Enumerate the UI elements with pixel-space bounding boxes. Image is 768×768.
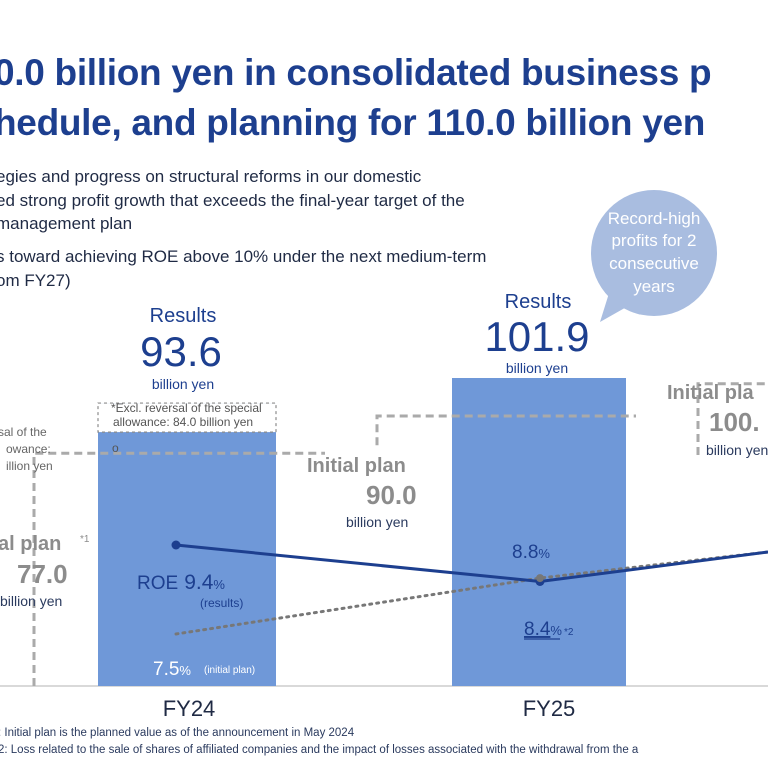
bullet-line-4: s toward achieving ROE above 10% under t… [0,247,487,266]
small-dot-marker: o [112,441,119,455]
plan-unit-fy24: billion yen [0,593,62,609]
plan-footnote-marker: *1 [80,534,90,545]
fy25-results-unit: billion yen [506,360,568,376]
plan-value-fy24: 77.0 [17,559,68,589]
fy24-results-label: Results [150,305,217,327]
initial-plan-line-fy25 [375,414,636,446]
fy24-results-value: 93.6 [140,328,222,375]
plan-unit-fy26: billion yen [706,442,768,458]
category-fy24: FY24 [163,696,216,721]
roe-plan-fy24-label: 7.5% [153,659,191,680]
fy25-results-value: 101.9 [484,313,589,360]
plan-label-fy26: Initial pla [667,382,755,404]
bar-fy24-results [98,403,276,686]
record-high-callout: Record-high profits for 2 consecutive ye… [591,190,717,322]
initial-plan-line-fy26 [696,382,768,455]
left-note-line-3: illion yen [6,459,53,473]
bullet-line-1: egies and progress on structural reforms… [0,167,422,186]
page-title: 0.0 billion yen in consolidated business… [0,48,768,148]
roe-point-fy24 [171,540,181,550]
roe-plan-note: (initial plan) [204,665,255,676]
roe-fy25-label: 8.4% *2 [524,619,574,640]
bullet-line-5: om FY27) [0,271,71,290]
left-note-line-1: sal of the [0,425,47,439]
callout-line-1: Record-high [608,209,701,228]
roe-plan-fy25-label: 8.8% [512,542,550,563]
title-line-1: 0.0 billion yen in consolidated business… [0,52,712,93]
plan-unit-fy25: billion yen [346,514,408,530]
callout-line-2: profits for 2 [611,231,696,250]
roe-plan-point-fy25 [536,574,544,583]
plan-value-fy25: 90.0 [366,480,417,510]
footnote-2: 2: Loss related to the sale of shares of… [0,744,639,756]
bullet-line-3: management plan [0,214,133,233]
callout-line-3: consecutive [609,254,699,273]
bullet-line-2: ed strong profit growth that exceeds the… [0,191,465,210]
bar-fy24-reversal-segment [97,402,277,433]
plan-label-fy24: al plan [0,533,61,555]
plan-value-fy26: 100. [709,407,760,437]
roe-results-note: (results) [200,596,243,610]
roe-fy24-label: ROE 9.4% [137,571,225,594]
bar-fy25-results [452,378,626,686]
callout-line-4: years [633,277,675,296]
title-line-2: hedule, and planning for 110.0 billion y… [0,102,706,143]
fy24-results-unit: billion yen [152,376,214,392]
plan-label-fy25: Initial plan [307,455,406,477]
left-note-line-2: owance: [6,442,51,456]
fy24-reversal-note: *Excl. reversal of the special allowance… [111,401,265,429]
category-fy25: FY25 [523,696,576,721]
footnote-1: : Initial plan is the planned value as o… [0,727,355,739]
fy25-results-label: Results [505,291,572,313]
